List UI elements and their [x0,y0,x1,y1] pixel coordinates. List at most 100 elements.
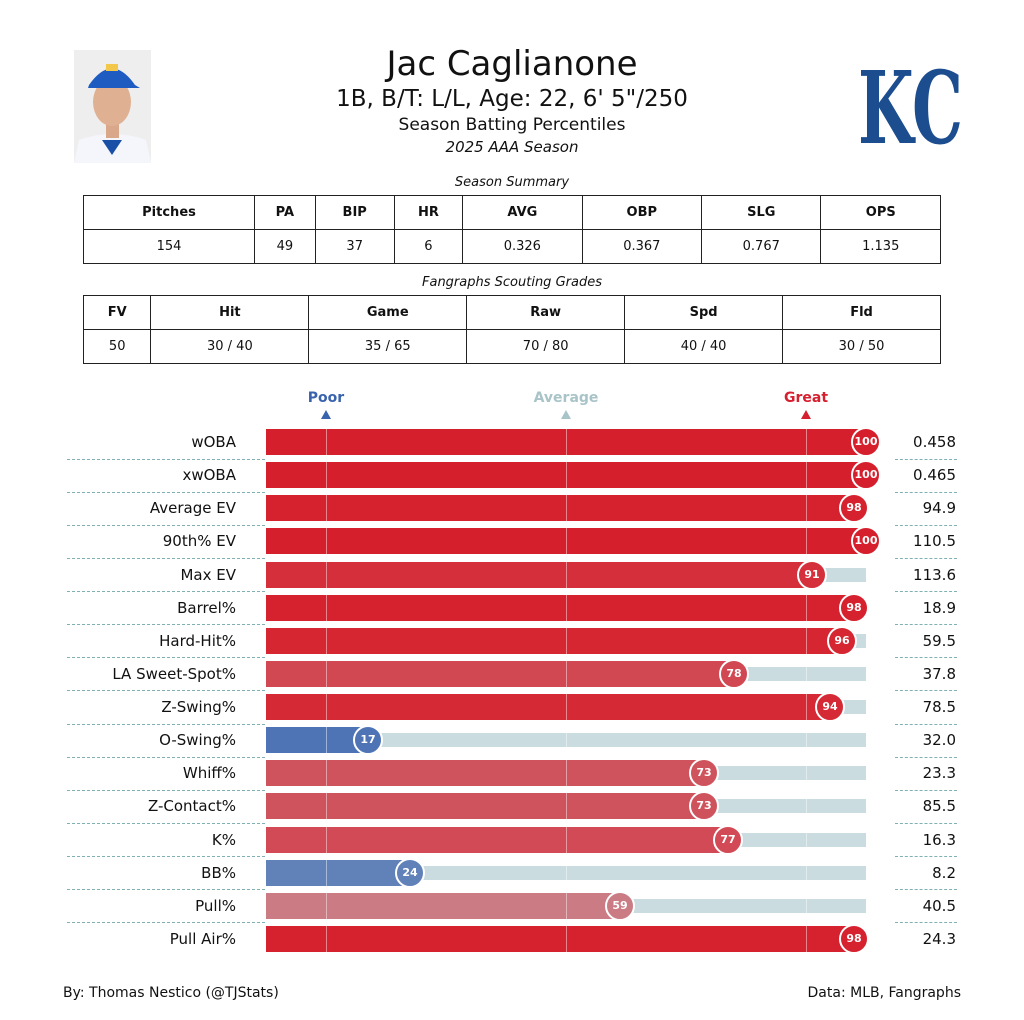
chart-subtitle: Season Batting Percentiles [398,115,626,135]
row-divider [67,822,265,824]
table-header-cell: Spd [624,295,784,330]
season-label: 2025 AAA Season [445,138,579,156]
table-header-cell: AVG [462,195,583,230]
row-divider [895,624,957,626]
gridline [806,425,807,955]
table-cell: 0.326 [462,229,583,264]
percentile-bar [266,826,728,853]
metric-value: 24.3 [922,929,956,948]
percentile-bar [266,561,812,588]
table-cell: 1.135 [820,229,941,264]
percentile-badge: 73 [689,791,719,822]
row-divider [67,491,265,493]
percentile-chart: Poor Average Great wOBA 100 0.458 xwOBA 100 0.46… [0,380,1024,970]
scouting-grades-table: FV Hit Game Raw Spd Fld 50 30 / 40 35 / 65 70 / 8… [82,295,941,364]
metric-label: O-Swing% [159,731,236,750]
row-divider [895,756,957,758]
row-divider [895,657,957,659]
player-bio: 1B, B/T: L/L, Age: 22, 6' 5"/250 [336,86,688,112]
metric-label: Z-Swing% [161,698,236,717]
metric-label: Z-Contact% [147,797,236,816]
row-divider [67,756,265,758]
metric-label: Average EV [149,499,236,518]
table-header-cell: HR [393,195,464,230]
row-divider [895,889,957,891]
row-divider [895,458,957,460]
percentile-badge: 100 [851,427,881,457]
marker-triangle-icon [321,410,331,419]
metric-value: 37.8 [922,664,956,683]
percentile-bar [266,793,704,820]
season-summary-table: Pitches PA BIP HR AVG OBP SLG OPS 154 49 37 6 0.326 0… [82,195,941,264]
table-header-cell: Raw [466,295,626,330]
percentile-badge: 94 [815,692,845,723]
percentile-bar [266,495,854,522]
metric-value: 59.5 [922,631,956,650]
table-cell: 37 [314,229,395,264]
row-divider [67,856,265,858]
metric-value: 94.9 [922,499,956,518]
table-header-cell: Fld [782,295,941,330]
table-header-cell: OPS [820,195,941,230]
metric-value: 40.5 [922,896,956,915]
metric-value: 23.3 [922,764,956,783]
team-logo-kc: KC [858,48,966,167]
footer-credit: By: Thomas Nestico (@TJStats) [63,985,279,1001]
percentile-bar [266,594,854,621]
row-divider [67,690,265,692]
row-divider [67,557,265,559]
table-cell: 30 / 40 [150,329,310,364]
percentile-badge: 91 [797,559,827,590]
percentile-badge: 78 [719,658,749,689]
table-header-cell: FV [82,295,152,330]
grades-caption: Fangraphs Scouting Grades [422,275,602,290]
row-divider [895,789,957,791]
row-divider [895,524,957,526]
metric-value: 16.3 [922,830,956,849]
percentile-badge: 100 [851,460,881,491]
percentile-badge: 100 [851,526,881,557]
percentile-bar [266,925,854,952]
percentile-bar [266,694,830,721]
metric-label: Pull Air% [169,929,236,948]
table-header-cell: Game [308,295,468,330]
percentile-bar [266,528,866,555]
percentile-badge: 96 [827,625,857,656]
metric-value: 113.6 [913,565,956,584]
table-cell: 0.767 [701,229,822,264]
metric-label: Whiff% [182,764,236,783]
table-header-cell: Hit [150,295,310,330]
percentile-badge: 98 [839,592,869,623]
percentile-bar [266,892,620,919]
percentile-bar [266,429,866,455]
percentile-bar [266,627,842,654]
percentile-badge: 24 [395,857,425,888]
percentile-bar [266,462,866,489]
row-divider [895,723,957,725]
table-cell: 30 / 50 [782,329,941,364]
table-cell: 50 [82,329,152,364]
row-divider [67,889,265,891]
row-divider [67,524,265,526]
metric-label: 90th% EV [162,532,236,551]
row-divider [895,690,957,692]
row-divider [67,789,265,791]
player-name: Jac Caglianone [386,44,638,84]
row-divider [895,856,957,858]
table-cell: 154 [82,229,256,264]
metric-value: 18.9 [922,598,956,617]
metric-value: 0.465 [913,466,956,485]
row-divider [895,822,957,824]
row-divider [895,591,957,593]
metric-label: xwOBA [182,466,236,485]
svg-text:KC: KC [858,49,963,163]
row-divider [67,922,265,924]
summary-caption: Season Summary [454,175,570,190]
table-header-cell: PA [254,195,316,230]
marker-label: Average [533,390,599,406]
metric-label: Pull% [195,896,236,915]
table-cell: 35 / 65 [308,329,468,364]
metric-label: BB% [201,863,236,882]
percentile-bar [266,727,368,754]
metric-value: 8.2 [932,863,956,882]
